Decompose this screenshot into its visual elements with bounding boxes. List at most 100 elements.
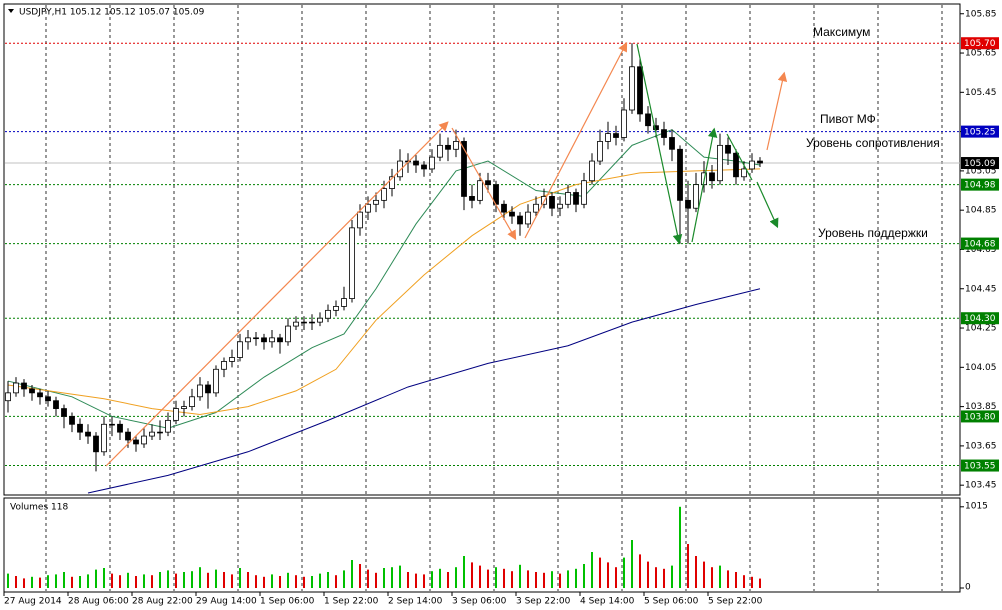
candle-body <box>237 341 243 358</box>
level-tag-label: 105.25 <box>964 128 996 138</box>
volume-tick-label: 1015 <box>965 501 988 511</box>
candle-body <box>725 144 731 154</box>
candle-body <box>373 199 379 205</box>
candle-body <box>229 357 235 362</box>
level-tag-label: 105.09 <box>964 159 996 169</box>
candle-body <box>717 144 723 182</box>
level-tag-label: 103.55 <box>964 462 996 472</box>
arrow <box>766 71 788 151</box>
candle-body <box>149 431 155 437</box>
level-tag <box>961 237 999 250</box>
x-tick-label: 28 Aug 22:00 <box>132 597 193 607</box>
annotation: Пивот МФ <box>820 112 876 126</box>
candle-body <box>157 431 163 434</box>
y-tick-label: 104.05 <box>965 363 997 373</box>
level-tag <box>961 312 999 325</box>
x-tick-label: 3 Sep 22:00 <box>516 597 571 607</box>
candle-body <box>253 337 259 340</box>
y-tick-label: 104.45 <box>965 284 997 294</box>
candle-body <box>45 396 51 402</box>
y-tick-label: 105.85 <box>965 9 997 19</box>
candle-body <box>77 423 83 433</box>
candle-body <box>213 368 219 394</box>
candle-body <box>581 180 587 205</box>
level-tag <box>961 157 999 170</box>
x-tick-label: 3 Sep 06:00 <box>452 597 507 607</box>
chart-title: USDJPY,H1 105.12 105.12 105.07 105.09 <box>19 8 205 18</box>
candle-body <box>437 144 443 158</box>
candle-body <box>629 66 635 111</box>
candle-body <box>573 192 579 205</box>
candle-body <box>309 321 315 324</box>
candle-body <box>637 66 643 115</box>
candle-body <box>597 141 603 162</box>
y-tick-label: 105.05 <box>965 166 997 176</box>
level-tag <box>961 459 999 472</box>
level-tag <box>961 37 999 50</box>
arrow <box>524 41 628 239</box>
candle-body <box>509 211 515 217</box>
candle-body <box>109 423 115 426</box>
axes: 27 Aug 2014 28 Aug 06:00 28 Aug 22:00 29 Au… <box>3 9 999 607</box>
x-tick-label: 1 Sep 22:00 <box>324 597 379 607</box>
candle-body <box>133 439 139 445</box>
annotation: Максимум <box>813 25 870 39</box>
candle-body <box>277 337 283 343</box>
arrow <box>636 43 683 245</box>
candle-body <box>173 408 179 421</box>
candle-body <box>325 309 331 319</box>
candle-body <box>341 298 347 307</box>
moving-average <box>87 288 761 494</box>
x-tick-label: 28 Aug 06:00 <box>68 597 129 607</box>
level-tag-label: 105.70 <box>964 39 996 49</box>
arrow <box>105 121 449 467</box>
candle-body <box>445 144 451 150</box>
candle-body <box>741 168 747 178</box>
candle-body <box>293 321 299 327</box>
y-tick-label: 103.45 <box>965 481 997 491</box>
candle-body <box>5 392 11 402</box>
volume-title: Volumes 118 <box>10 503 68 513</box>
x-tick-label: 4 Sep 14:00 <box>580 597 635 607</box>
y-tick-label: 103.85 <box>965 402 997 412</box>
x-tick-label: 29 Aug 14:00 <box>196 597 257 607</box>
annotation: Уровень поддержки <box>818 226 928 240</box>
candle-body <box>165 419 171 433</box>
arrow <box>756 181 779 229</box>
candle-body <box>381 188 387 201</box>
y-tick-label: 105.65 <box>965 49 997 59</box>
candle-body <box>517 215 523 225</box>
candle-body <box>245 337 251 343</box>
candle-body <box>333 306 339 311</box>
candle-body <box>685 199 691 209</box>
menu-icon[interactable] <box>8 9 14 13</box>
candle-body <box>197 384 203 398</box>
candle-body <box>117 423 123 433</box>
candle-body <box>605 133 611 142</box>
candle-body <box>677 148 683 201</box>
x-tick-label: 27 Aug 2014 <box>4 597 62 607</box>
candle-body <box>669 137 675 150</box>
level-tag-label: 104.30 <box>964 314 996 324</box>
trend-arrows <box>105 41 788 467</box>
moving-average <box>7 168 761 415</box>
level-tag <box>961 178 999 191</box>
candle-body <box>709 172 715 182</box>
candle-body <box>645 113 651 127</box>
candle-body <box>589 160 595 182</box>
candle-body <box>653 125 659 131</box>
candle-body <box>357 211 363 229</box>
x-tick-label: 5 Sep 22:00 <box>708 597 763 607</box>
candles <box>5 43 763 472</box>
candle-body <box>269 337 275 343</box>
volume-tick-label: 0 <box>965 583 971 593</box>
candle-body <box>757 160 763 164</box>
candle-body <box>661 129 667 138</box>
candle-body <box>733 152 739 178</box>
x-tick-label: 1 Sep 06:00 <box>260 597 315 607</box>
level-tag-label: 104.68 <box>964 240 996 250</box>
candle-body <box>189 396 195 408</box>
candle-body <box>181 406 187 409</box>
main-panel <box>3 3 961 496</box>
